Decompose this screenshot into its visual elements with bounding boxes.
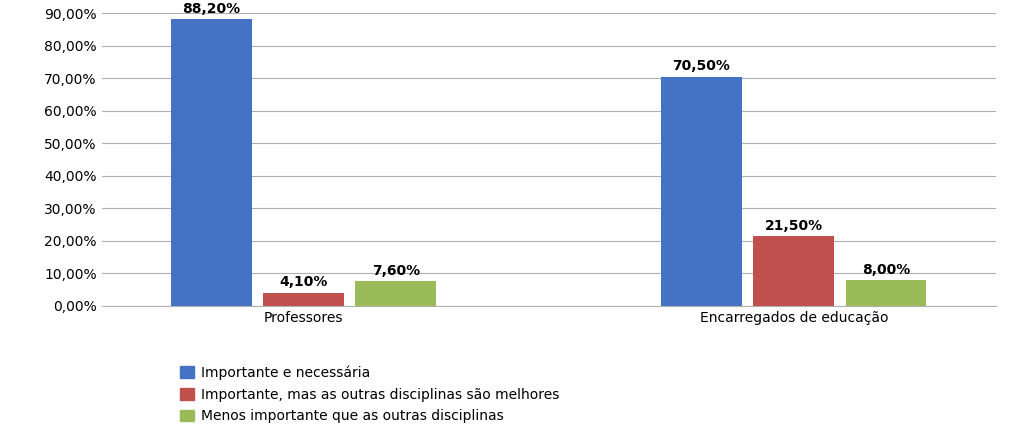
Bar — [171, 19, 252, 306]
Text: 88,20%: 88,20% — [182, 2, 240, 16]
Text: 8,00%: 8,00% — [862, 263, 910, 277]
Text: 21,50%: 21,50% — [765, 218, 823, 232]
Text: 70,50%: 70,50% — [673, 59, 731, 73]
Bar — [356, 281, 436, 306]
Bar — [263, 292, 343, 306]
Bar — [845, 280, 927, 306]
Legend: Importante e necessária, Importante, mas as outras disciplinas são melhores, Men: Importante e necessária, Importante, mas… — [180, 365, 559, 423]
Text: 4,10%: 4,10% — [279, 275, 328, 289]
Text: 7,60%: 7,60% — [372, 264, 420, 278]
Bar — [661, 76, 742, 306]
Bar — [754, 236, 834, 306]
